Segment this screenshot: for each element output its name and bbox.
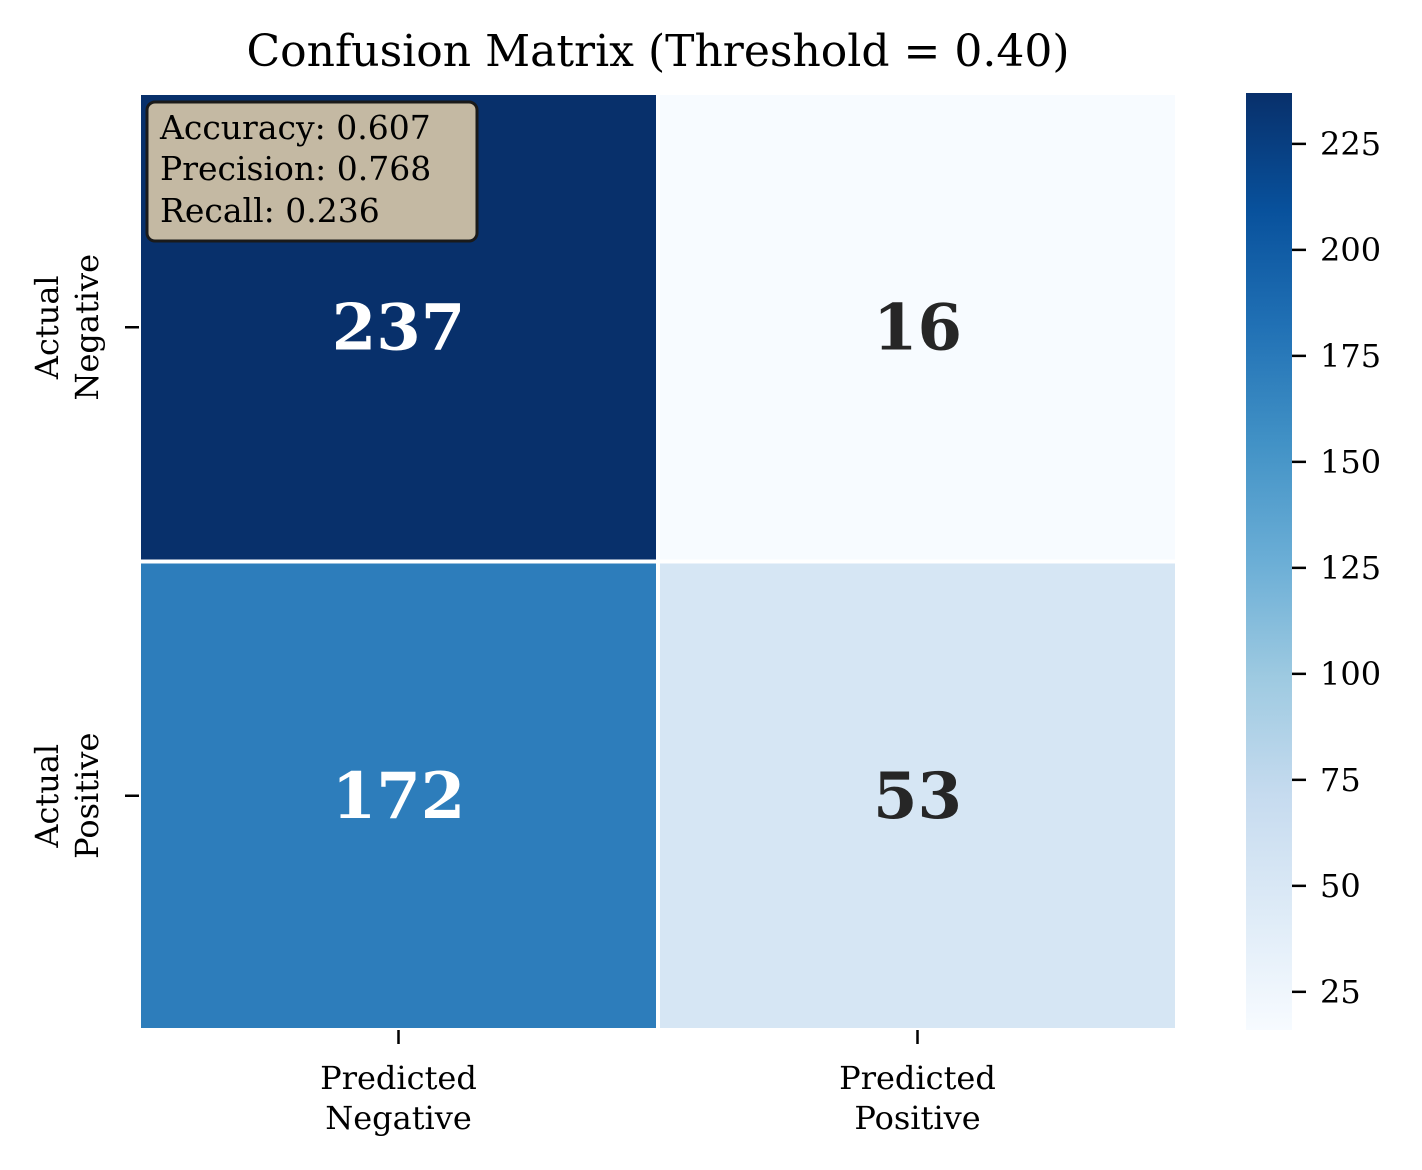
heatmap-cell-r0-c1 [656,91,1179,564]
metrics-box-frame [145,100,479,243]
x-tick-label: Predicted [839,1059,996,1097]
colorbar-tick-label: 25 [1320,973,1361,1011]
recall-text: Recall: 0.236 [160,191,380,230]
colorbar-ticks: 25 50 75 100 125 150 175 200 225 [1292,125,1381,1011]
y-tick-label-group: Actual Negative [28,254,106,401]
x-tick-label: Negative [325,1099,472,1137]
heatmap-cell-r1-c1 [656,559,1179,1032]
heatmap-cell-r1-c0 [137,559,660,1032]
cell-value-r1-c1: 53 [873,759,962,834]
chart-title: Confusion Matrix (Threshold = 0.40) [246,26,1069,77]
heatmap-cell-labels: 237 16 172 53 [332,290,962,834]
colorbar-tick-label: 100 [1320,655,1381,693]
metrics-box: Accuracy: 0.607 Precision: 0.768 Recall:… [145,100,479,243]
colorbar [1246,93,1292,1030]
y-tick-label: Actual [28,275,66,380]
cell-value-r0-c1: 16 [873,290,962,365]
y-tick-label-group: Actual Positive [28,733,106,859]
y-tick-label: Positive [68,733,106,859]
colorbar-tick-label: 125 [1320,549,1381,587]
x-tick-label: Predicted [320,1059,477,1097]
colorbar-tick-label: 225 [1320,125,1381,163]
cell-value-r1-c0: 172 [332,759,466,834]
colorbar-tick-label: 150 [1320,443,1381,481]
colorbar-tick-label: 75 [1320,761,1361,799]
y-tick-label: Actual [28,744,66,849]
colorbar-tick-label: 200 [1320,231,1381,269]
y-tick-label: Negative [68,254,106,401]
colorbar-tick-label: 50 [1320,867,1361,905]
accuracy-text: Accuracy: 0.607 [159,108,431,147]
cell-value-r0-c0: 237 [332,290,466,365]
x-tick-label: Positive [854,1099,980,1137]
precision-text: Precision: 0.768 [160,149,431,188]
colorbar-tick-label: 175 [1320,337,1381,375]
heatmap-cells [137,91,1179,1032]
